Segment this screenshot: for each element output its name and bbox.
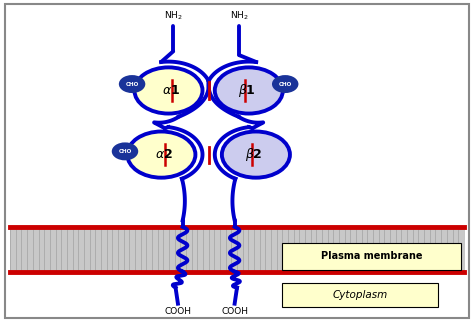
Bar bbox=[10, 227, 464, 272]
Circle shape bbox=[128, 131, 195, 178]
FancyBboxPatch shape bbox=[282, 243, 462, 270]
Circle shape bbox=[112, 142, 138, 160]
Circle shape bbox=[135, 67, 202, 114]
Text: $\alpha$1: $\alpha$1 bbox=[162, 84, 180, 97]
Text: Plasma membrane: Plasma membrane bbox=[321, 251, 422, 261]
Text: NH$_2$: NH$_2$ bbox=[230, 9, 249, 22]
Circle shape bbox=[222, 131, 290, 178]
Text: CHO: CHO bbox=[279, 81, 292, 87]
Text: $\beta$1: $\beta$1 bbox=[237, 82, 255, 99]
Text: COOH: COOH bbox=[164, 307, 191, 316]
Circle shape bbox=[272, 75, 299, 93]
Text: COOH: COOH bbox=[221, 307, 248, 316]
Text: CHO: CHO bbox=[126, 81, 139, 87]
Text: Cytoplasm: Cytoplasm bbox=[332, 290, 388, 300]
Text: $\alpha$2: $\alpha$2 bbox=[155, 148, 173, 161]
Text: $\beta$2: $\beta$2 bbox=[245, 146, 262, 163]
Circle shape bbox=[215, 67, 283, 114]
Text: NH$_2$: NH$_2$ bbox=[164, 9, 182, 22]
Circle shape bbox=[119, 75, 146, 93]
FancyBboxPatch shape bbox=[282, 283, 438, 307]
Text: CHO: CHO bbox=[118, 149, 132, 154]
